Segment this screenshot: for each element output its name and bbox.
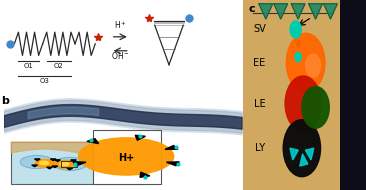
Polygon shape: [167, 162, 179, 166]
Polygon shape: [165, 146, 178, 149]
Text: c: c: [249, 4, 255, 14]
Circle shape: [20, 155, 54, 169]
Circle shape: [306, 54, 321, 77]
Text: LY: LY: [254, 143, 265, 153]
Circle shape: [88, 157, 119, 169]
Polygon shape: [305, 148, 314, 160]
Polygon shape: [71, 160, 76, 162]
Text: O1: O1: [24, 63, 34, 69]
Polygon shape: [52, 166, 58, 168]
Text: SV: SV: [253, 25, 266, 34]
Circle shape: [40, 161, 49, 165]
Polygon shape: [47, 167, 52, 169]
Text: EE: EE: [253, 58, 266, 68]
Text: b: b: [1, 96, 9, 106]
Bar: [61, 161, 78, 167]
Polygon shape: [135, 135, 145, 140]
Text: H$^+$: H$^+$: [114, 19, 127, 31]
Polygon shape: [309, 4, 322, 19]
Bar: [93, 130, 161, 184]
Circle shape: [286, 33, 325, 92]
Polygon shape: [324, 4, 337, 19]
Text: O3: O3: [40, 78, 49, 84]
Polygon shape: [290, 148, 298, 160]
Polygon shape: [87, 139, 99, 144]
Circle shape: [53, 157, 87, 170]
Text: O2: O2: [54, 63, 64, 69]
Circle shape: [35, 160, 55, 167]
Circle shape: [290, 21, 301, 38]
Bar: [340, 0, 366, 190]
Circle shape: [302, 86, 329, 128]
Polygon shape: [34, 159, 40, 161]
Polygon shape: [73, 162, 86, 166]
Polygon shape: [259, 4, 273, 19]
Polygon shape: [274, 4, 288, 19]
Circle shape: [79, 138, 174, 175]
Polygon shape: [51, 159, 56, 161]
Text: OH$^-$: OH$^-$: [111, 50, 130, 61]
Circle shape: [285, 76, 321, 131]
Polygon shape: [300, 154, 308, 166]
FancyBboxPatch shape: [11, 142, 144, 184]
Text: LE: LE: [254, 99, 265, 108]
Polygon shape: [291, 4, 305, 19]
Circle shape: [283, 120, 321, 177]
Polygon shape: [140, 172, 150, 177]
Circle shape: [295, 52, 301, 62]
Polygon shape: [32, 165, 37, 167]
Polygon shape: [55, 160, 60, 162]
Polygon shape: [67, 168, 72, 170]
Bar: [243, 0, 340, 190]
Circle shape: [56, 160, 75, 168]
Text: H+: H+: [118, 153, 134, 163]
Circle shape: [60, 162, 69, 166]
